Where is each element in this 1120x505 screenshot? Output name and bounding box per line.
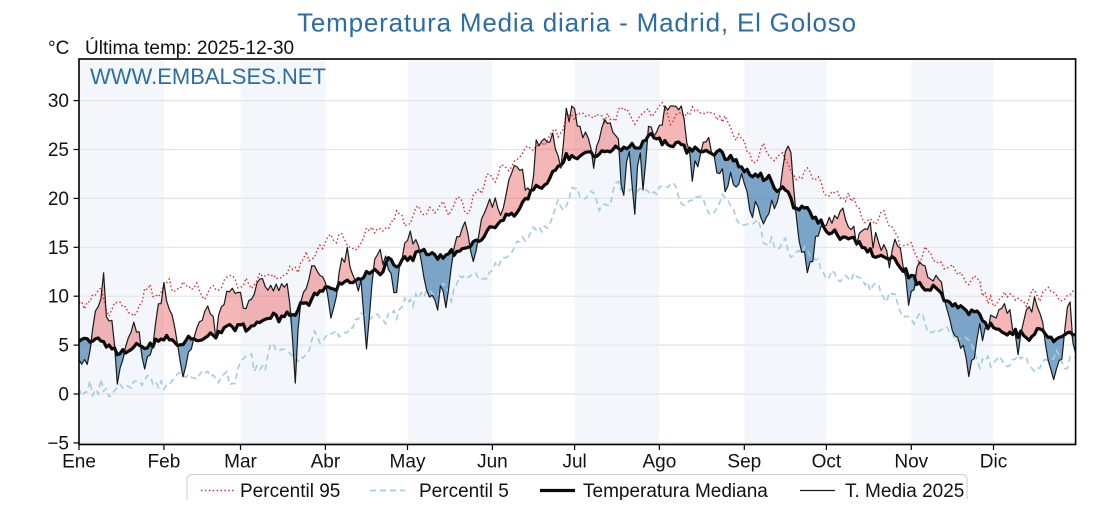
svg-text:−5: −5 [47,433,69,454]
svg-text:5: 5 [58,336,69,357]
svg-text:Ago: Ago [642,452,676,473]
svg-text:Percentil 5: Percentil 5 [419,481,509,500]
svg-text:Ene: Ene [62,452,96,473]
svg-text:May: May [390,452,426,473]
svg-text:T. Media 2025: T. Media 2025 [845,481,964,500]
svg-text:Mar: Mar [224,452,257,473]
svg-text:Dic: Dic [980,452,1007,473]
svg-text:30: 30 [48,91,69,112]
svg-text:Jul: Jul [562,452,586,473]
svg-text:25: 25 [48,140,69,161]
svg-text:°C: °C [48,38,69,59]
svg-text:Nov: Nov [894,452,928,473]
svg-text:Temperatura Mediana: Temperatura Mediana [583,481,768,500]
svg-text:0: 0 [58,385,69,406]
svg-text:Oct: Oct [812,452,842,473]
svg-text:Temperatura Media diaria - Mad: Temperatura Media diaria - Madrid, El Go… [297,8,857,38]
svg-text:10: 10 [48,287,69,308]
svg-text:20: 20 [48,189,69,210]
svg-text:15: 15 [48,238,69,259]
svg-text:Feb: Feb [148,452,181,473]
svg-text:Sep: Sep [727,452,761,473]
svg-text:Percentil 95: Percentil 95 [240,481,340,500]
svg-text:WWW.EMBALSES.NET: WWW.EMBALSES.NET [90,64,326,89]
svg-text:Última temp: 2025-12-30: Última temp: 2025-12-30 [85,37,294,59]
svg-text:Jun: Jun [477,452,508,473]
svg-text:Abr: Abr [311,452,341,473]
